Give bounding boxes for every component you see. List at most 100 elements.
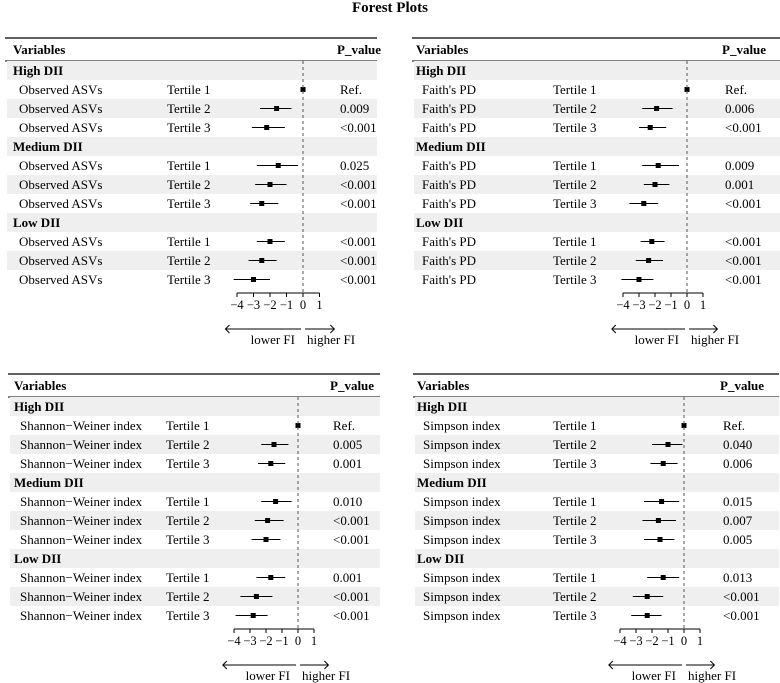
point-estimate [646,258,652,263]
p-value: <0.001 [725,272,762,287]
tertile-label: Tertile 1 [553,158,597,173]
arrow-left-head [224,324,230,334]
rows: High DII Faith's PD Tertile 1 Ref. Faith's P… [414,61,780,287]
tertile-label: Tertile 1 [166,570,210,585]
variable-label: Simpson index [423,513,501,528]
tertile-label: Tertile 2 [553,101,597,116]
figure-title: Forest Plots [352,0,428,16]
variable-label: Faith's PD [422,196,476,211]
point-estimate [647,125,653,130]
tertile-label: Tertile 3 [553,456,597,471]
variable-label: Shannon−Weiner index [20,418,143,433]
group-label: Low DII [417,551,464,566]
header-variables: Variables [417,378,469,393]
group-label: Medium DII [416,139,486,154]
variable-label: Observed ASVs [19,82,102,97]
group-label: High DII [417,399,467,414]
row-band [414,175,780,194]
group-label: Low DII [416,215,463,230]
p-value: 0.001 [725,177,754,192]
variable-label: Faith's PD [422,253,476,268]
forest-plot-faiths-pd: Variables P_value High DII Faith's PD Tertil… [412,37,780,347]
variable-label: Shannon−Weiner index [20,570,143,585]
row-band [415,397,779,416]
row-band [10,511,380,530]
x-tick-label: 1 [697,634,703,648]
p-value: <0.001 [340,272,377,287]
variable-label: Faith's PD [422,272,476,287]
rows: High DII Simpson index Tertile 1 Ref. Simpso… [415,397,779,623]
row-band [415,435,779,454]
tertile-label: Tertile 2 [167,177,211,192]
p-value: <0.001 [340,196,377,211]
p-value: <0.001 [725,234,762,249]
variable-label: Observed ASVs [19,253,102,268]
x-tick-label: −4 [616,298,630,312]
tertile-label: Tertile 1 [553,494,597,509]
tertile-label: Tertile 3 [167,120,211,135]
row-band [10,473,380,492]
variable-label: Simpson index [423,494,501,509]
higher-fi-label: higher FI [302,668,350,683]
x-tick-label: 0 [684,298,690,312]
x-tick-label: 1 [311,634,317,648]
arrow-left-head [611,324,617,334]
tertile-label: Tertile 3 [553,196,597,211]
p-value: 0.007 [723,513,753,528]
point-estimate [253,594,259,599]
point-estimate [259,201,265,206]
tertile-label: Tertile 3 [166,532,210,547]
x-tick-label: 1 [700,298,706,312]
p-value: 0.005 [333,437,362,452]
p-value: Ref. [340,82,362,97]
tertile-label: Tertile 2 [167,101,211,116]
variable-label: Faith's PD [422,120,476,135]
forest-plot-svg: Variables P_value High DII Shannon−Weiner i… [8,373,380,683]
point-estimate [660,461,666,466]
p-value: <0.001 [333,608,370,623]
p-value: 0.015 [723,494,752,509]
group-label: Low DII [14,551,61,566]
tertile-label: Tertile 2 [166,589,210,604]
variable-label: Shannon−Weiner index [20,456,143,471]
p-value: 0.013 [723,570,752,585]
lower-fi-label: lower FI [251,332,295,347]
point-estimate [263,537,269,542]
tertile-label: Tertile 1 [167,234,211,249]
variable-label: Observed ASVs [19,272,102,287]
direction-arrows: lower FI higher FI [222,660,350,683]
point-estimate [660,575,666,580]
x-tick-label: −1 [275,634,288,648]
variable-label: Shannon−Weiner index [20,589,143,604]
variable-label: Faith's PD [422,158,476,173]
variable-label: Observed ASVs [19,234,102,249]
row-band [415,549,779,568]
x-tick-label: −2 [259,634,272,648]
variable-label: Faith's PD [422,82,476,97]
p-value: <0.001 [340,234,377,249]
forest-plot-observed-asvs: Variables P_value High DII Observed ASVs Ter… [5,37,381,347]
p-value: <0.001 [333,513,370,528]
x-tick-label: −1 [661,634,674,648]
header-p-value: P_value [330,378,374,393]
point-estimate [649,239,655,244]
tertile-label: Tertile 1 [166,494,210,509]
row-band [10,587,380,606]
p-value: <0.001 [340,120,377,135]
point-estimate [636,277,642,282]
group-label: High DII [13,63,63,78]
tertile-label: Tertile 3 [166,608,210,623]
p-value: Ref. [723,418,745,433]
p-value: <0.001 [333,589,370,604]
group-label: High DII [14,399,64,414]
arrow-left-head [608,660,614,670]
header-p-value: P_value [337,42,381,57]
point-estimate [267,182,273,187]
tertile-label: Tertile 2 [553,589,597,604]
lower-fi-label: lower FI [635,332,679,347]
variable-label: Observed ASVs [19,196,102,211]
header-variables: Variables [14,378,66,393]
variable-label: Shannon−Weiner index [20,532,143,547]
variable-label: Observed ASVs [19,177,102,192]
point-estimate [684,87,690,92]
